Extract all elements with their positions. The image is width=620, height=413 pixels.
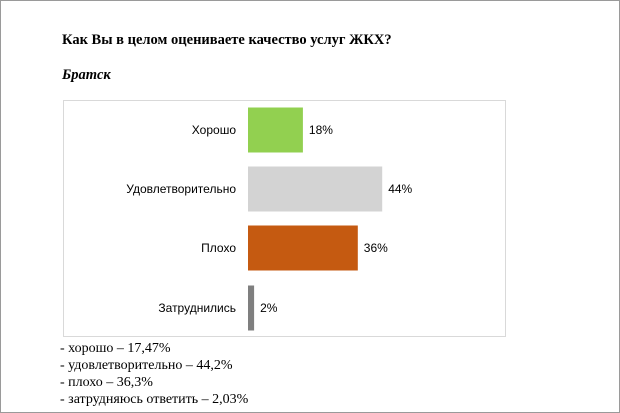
category-label: Плохо — [201, 241, 236, 255]
note-line: - плохо – 36,3% — [60, 375, 153, 390]
category-label: Затруднились — [158, 301, 236, 315]
bar-chart-svg: Хорошо 18% Удовлетворительно 44% Плохо 36% Зат… — [126, 107, 413, 331]
bar-chart: Хорошо 18% Удовлетворительно 44% Плохо 36% Зат… — [63, 100, 506, 337]
category-label: Хорошо — [192, 123, 237, 137]
value-label: 44% — [388, 182, 412, 196]
value-label: 36% — [364, 241, 388, 255]
bar — [248, 285, 255, 331]
note-line: - удовлетворительно – 44,2% — [60, 358, 233, 373]
note-line: - хорошо – 17,47% — [60, 341, 171, 356]
category-label: Удовлетворительно — [126, 182, 236, 196]
value-label: 18% — [309, 123, 333, 137]
value-label: 2% — [260, 301, 278, 315]
note-line: - затрудняюсь ответить – 2,03% — [60, 392, 249, 407]
city-subtitle: Братск — [62, 67, 111, 83]
bar — [248, 107, 303, 153]
bar — [248, 166, 383, 212]
question-title: Как Вы в целом оцениваете качество услуг… — [62, 32, 392, 48]
bar — [248, 225, 358, 271]
notes-list: - хорошо – 17,47% - удовлетворительно – … — [60, 340, 248, 408]
